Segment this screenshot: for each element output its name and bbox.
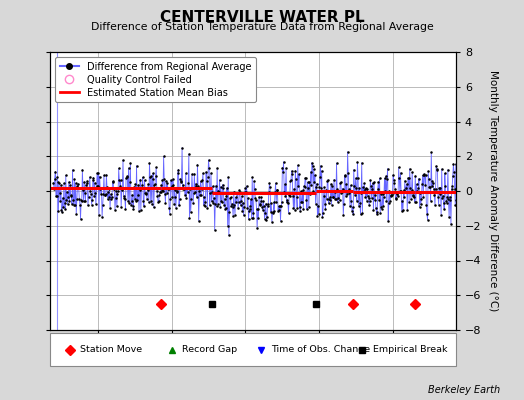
Legend: Difference from Regional Average, Quality Control Failed, Estimated Station Mean: Difference from Regional Average, Qualit… xyxy=(54,57,256,102)
FancyBboxPatch shape xyxy=(50,333,456,366)
Text: Empirical Break: Empirical Break xyxy=(373,345,447,354)
Text: Station Move: Station Move xyxy=(80,345,143,354)
Text: Difference of Station Temperature Data from Regional Average: Difference of Station Temperature Data f… xyxy=(91,22,433,32)
Text: Record Gap: Record Gap xyxy=(182,345,237,354)
Y-axis label: Monthly Temperature Anomaly Difference (°C): Monthly Temperature Anomaly Difference (… xyxy=(488,70,498,312)
Text: Berkeley Earth: Berkeley Earth xyxy=(428,385,500,395)
Text: Time of Obs. Change: Time of Obs. Change xyxy=(271,345,370,354)
Text: CENTERVILLE WATER PL: CENTERVILLE WATER PL xyxy=(160,10,364,25)
